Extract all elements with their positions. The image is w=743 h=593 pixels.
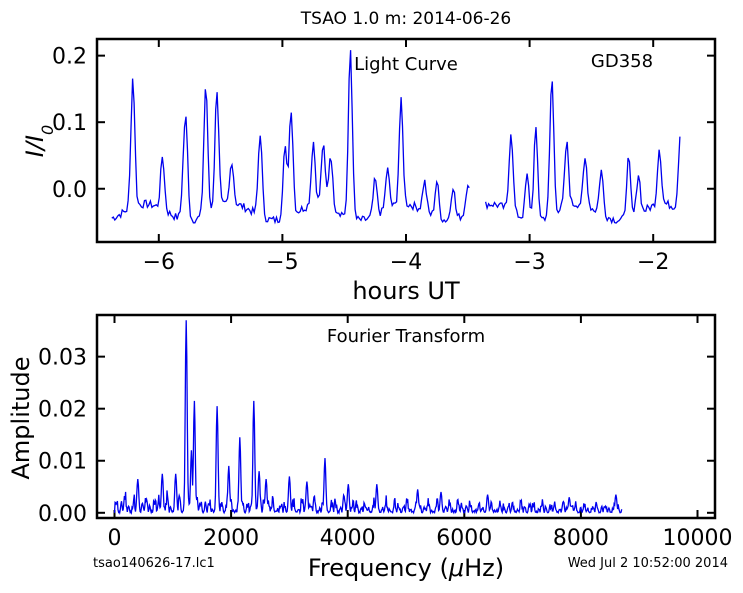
light-curve-annotation: Light Curve (354, 54, 458, 75)
fourier-ticks: 0 2000 4000 6000 8000 10000 0.00 0.01 0.02 0.03 (38, 315, 733, 551)
light-curve-ticks: −6 −5 −4 −3 −2 0.0 0.1 0.2 (52, 39, 715, 275)
light-curve-y-tick-label: 0.2 (52, 45, 87, 70)
fourier-x-label: Frequency (μHz) (308, 554, 504, 582)
light-curve-x-tick-label: −3 (513, 250, 545, 275)
light-curve-panel: −6 −5 −4 −3 −2 0.0 0.1 0.2 Light Curve GD358 ho… (21, 37, 717, 305)
light-curve-x-tick-label: −2 (637, 250, 669, 275)
fourier-x-tick-label: 10000 (663, 526, 733, 551)
light-curve-x-label: hours UT (352, 277, 460, 305)
fourier-x-tick-label: 0 (107, 526, 121, 551)
light-curve-x-tick-label: −5 (266, 250, 298, 275)
footer-filename: tsao140626-17.lc1 (93, 556, 215, 571)
fourier-series (113, 320, 623, 516)
star-name-annotation: GD358 (591, 51, 653, 72)
figure-title: TSAO 1.0 m: 2014-06-26 (300, 9, 512, 29)
fourier-y-label: Amplitude (7, 357, 35, 480)
fourier-x-tick-label: 2000 (203, 526, 259, 551)
light-curve-x-tick-label: −4 (390, 250, 422, 275)
fourier-x-tick-label: 4000 (320, 526, 376, 551)
fourier-x-tick-label: 6000 (436, 526, 492, 551)
fourier-panel: 0 2000 4000 6000 8000 10000 0.00 0.01 0.02 0.03 F… (7, 313, 733, 582)
fourier-y-tick-label: 0.02 (38, 398, 87, 423)
fourier-y-tick-label: 0.03 (38, 346, 87, 371)
light-curve-series (111, 50, 681, 225)
fourier-y-tick-label: 0.00 (38, 502, 87, 527)
light-curve-y-tick-label: 0.1 (52, 111, 87, 136)
footer-timestamp: Wed Jul 2 10:52:00 2014 (568, 556, 728, 571)
fourier-y-tick-label: 0.01 (38, 450, 87, 475)
light-curve-y-tick-label: 0.0 (52, 178, 87, 203)
light-curve-y-label: I/I0 (21, 125, 57, 157)
fourier-annotation: Fourier Transform (327, 326, 485, 347)
fourier-x-tick-label: 8000 (553, 526, 609, 551)
fourier-axes-frame (95, 313, 717, 520)
light-curve-x-tick-label: −6 (143, 250, 175, 275)
